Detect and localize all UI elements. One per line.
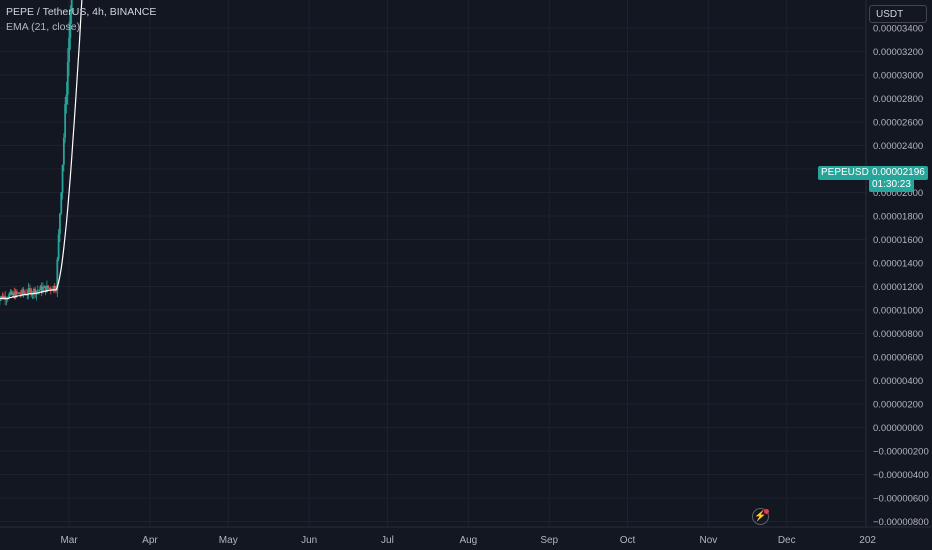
time-tick-label: Jun [301, 535, 317, 546]
candle-body [66, 61, 69, 95]
time-tick-label: Apr [142, 535, 158, 546]
price-tick-label: −0.00000800 [873, 517, 929, 528]
candle-body [42, 287, 44, 293]
candle-body [62, 137, 65, 165]
candle-body [14, 291, 17, 299]
candle-body [18, 292, 21, 295]
time-tick-label: Mar [60, 535, 78, 546]
price-tick-label: −0.00000600 [873, 494, 929, 505]
price-axis-labels: 0.00003400 0.00003200 0.00003000 0.00002800… [873, 24, 929, 529]
candles [0, 0, 73, 306]
candle-body [68, 37, 70, 62]
candle-body [52, 285, 55, 291]
price-tick-label: 0.00002000 [873, 188, 923, 199]
candle-body [56, 259, 59, 291]
price-tick-label: −0.00000400 [873, 470, 929, 481]
time-tick-label: Aug [459, 535, 477, 546]
price-tick-label: −0.00000200 [873, 447, 929, 458]
time-tick-label: Oct [620, 535, 636, 546]
price-tick-label: 0.00001200 [873, 282, 923, 293]
candle-body [57, 234, 60, 260]
candle-body [60, 192, 63, 214]
time-tick-label: Jul [381, 535, 394, 546]
time-tick-label: May [219, 535, 238, 546]
price-tick-label: 0.00002400 [873, 141, 923, 152]
current-price-badge: 0.00002196 [869, 166, 928, 180]
candle-body [40, 286, 43, 293]
candle-body [59, 213, 61, 235]
candle-body [34, 288, 37, 295]
candle-body [27, 288, 30, 294]
candle-body [23, 292, 26, 294]
candle-body [47, 285, 50, 289]
candle-body [9, 291, 12, 295]
candle-body [39, 286, 42, 291]
time-axis-labels: Mar Apr May Jun Jul Aug Sep Oct Nov Dec 202 [60, 535, 876, 546]
candle-body [49, 287, 52, 290]
candle-body [19, 294, 22, 295]
time-tick-label: Dec [778, 535, 796, 546]
lightning-bolt-icon[interactable]: ⚡ [752, 508, 769, 525]
candle-body [44, 286, 47, 293]
candle-body [43, 286, 46, 288]
ema-line [0, 0, 83, 300]
candle-body [0, 295, 3, 299]
candle-body [48, 287, 51, 289]
candle-body [38, 290, 40, 291]
candle-body [31, 293, 34, 296]
candle-body [70, 0, 73, 14]
candle-body [0, 298, 1, 302]
symbol-badge: PEPEUSDT [818, 166, 878, 180]
price-tick-label: 0.00003200 [873, 47, 923, 58]
price-tick-label: 0.00001000 [873, 306, 923, 317]
candle-body [22, 289, 25, 293]
candle-body [10, 291, 13, 295]
candle-body [1, 295, 4, 300]
price-tick-label: 0.00001800 [873, 212, 923, 223]
price-tick-label: 0.00000800 [873, 329, 923, 340]
time-tick-label: Sep [540, 535, 558, 546]
price-tick-label: 0.00002600 [873, 118, 923, 129]
candle-body [29, 288, 31, 290]
price-tick-label: 0.00003000 [873, 71, 923, 82]
price-tick-label: 0.00000000 [873, 423, 923, 434]
price-axis-panel[interactable] [866, 0, 932, 527]
candle-body [32, 288, 35, 294]
candle-body [36, 290, 39, 292]
price-tick-label: 0.00003400 [873, 24, 923, 35]
time-tick-label: Nov [700, 535, 718, 546]
candle-body [65, 94, 68, 105]
candle-body [64, 104, 67, 138]
symbol-title[interactable]: PEPE / TetherUS, 4h, BINANCE [6, 6, 157, 18]
candle-body [13, 292, 16, 299]
candle-body [45, 285, 48, 293]
price-tick-label: 0.00000200 [873, 400, 923, 411]
price-tick-label: 0.00000600 [873, 353, 923, 364]
price-tick-label: 0.00001600 [873, 235, 923, 246]
time-tick-label: 202 [859, 535, 876, 546]
price-tick-label: 0.00001400 [873, 259, 923, 270]
candle-body [21, 289, 23, 295]
candle-body [17, 292, 20, 294]
candle-body [15, 291, 18, 294]
candle-body [30, 289, 33, 296]
price-tick-label: 0.00002800 [873, 94, 923, 105]
candle-body [53, 285, 56, 291]
notification-dot [764, 509, 769, 514]
price-tick-label: 0.00000400 [873, 376, 923, 387]
countdown-badge: 01:30:23 [869, 178, 914, 192]
ema-legend[interactable]: EMA (21, close) [6, 21, 81, 33]
candle-body [69, 13, 72, 38]
candle-body [5, 299, 8, 300]
candle-body [8, 294, 10, 299]
chart-grid [0, 0, 869, 527]
candle-body [25, 293, 27, 295]
candle-body [12, 292, 14, 295]
candle-body [61, 164, 64, 193]
currency-unit-button[interactable]: USDT [869, 5, 927, 23]
